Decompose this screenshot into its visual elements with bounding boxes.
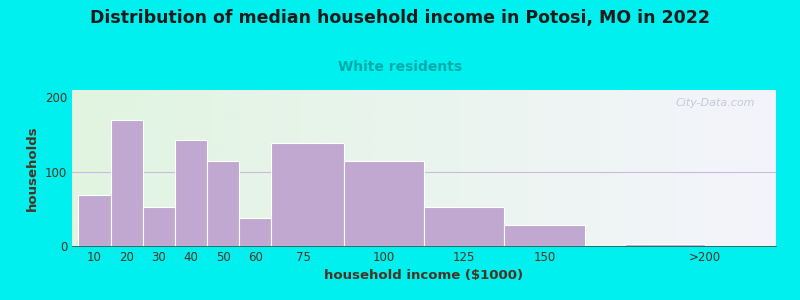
Bar (239, 218, 271, 246)
Bar (271, 143, 344, 246)
Bar (625, 244, 706, 246)
Bar (175, 140, 207, 246)
Y-axis label: households: households (26, 125, 39, 211)
Bar (424, 207, 504, 246)
Bar (344, 160, 424, 246)
Text: White residents: White residents (338, 60, 462, 74)
Bar (142, 207, 175, 246)
Bar (78, 196, 110, 246)
Bar (504, 225, 585, 246)
Text: City-Data.com: City-Data.com (675, 98, 755, 108)
X-axis label: household income ($1000): household income ($1000) (325, 269, 523, 282)
Bar (207, 160, 239, 246)
Bar (110, 120, 142, 246)
Text: Distribution of median household income in Potosi, MO in 2022: Distribution of median household income … (90, 9, 710, 27)
